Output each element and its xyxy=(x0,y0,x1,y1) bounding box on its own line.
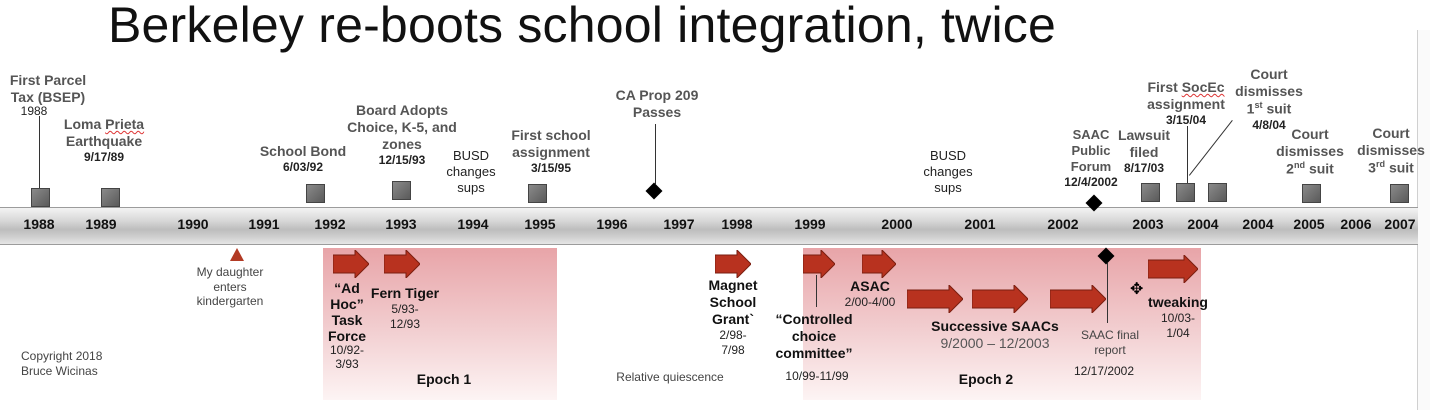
event-marker xyxy=(1176,183,1195,202)
year-label: 1989 xyxy=(85,216,117,232)
successive-saacs: Successive SAACs 9/2000 – 12/2003 xyxy=(931,318,1059,352)
fern-tiger: Fern Tiger 5/93- 12/93 xyxy=(370,285,440,331)
year-label: 1999 xyxy=(794,216,826,232)
event-school-bond: School Bond 6/03/92 xyxy=(259,143,347,175)
quiescence-label: Relative quiescence xyxy=(616,370,724,384)
tweaking: tweaking 10/03- 1/04 xyxy=(1148,294,1208,340)
year-label: 1990 xyxy=(177,216,209,232)
event-diamond xyxy=(645,182,663,200)
controlled-choice-committee: “Controlled choice committee” xyxy=(775,311,853,362)
year-label: 2004 xyxy=(1242,216,1274,232)
year-label: 1992 xyxy=(314,216,346,232)
event-first-parcel: First Parcel Tax (BSEP) xyxy=(9,72,87,106)
year-label: 2001 xyxy=(964,216,996,232)
asac: ASAC 2/00-4/00 xyxy=(844,278,896,310)
event-marker xyxy=(1208,183,1227,202)
connector-line xyxy=(655,124,656,184)
connector-line xyxy=(1187,126,1188,184)
arrow-icon xyxy=(972,285,1028,313)
magnet-school-grant: Magnet School Grant` 2/98- 7/98 xyxy=(708,277,758,357)
event-busd-sups-1: BUSD changes sups xyxy=(446,148,496,195)
year-label: 1997 xyxy=(663,216,695,232)
event-lawsuit: Lawsuit filed 8/17/03 xyxy=(1117,127,1171,176)
event-date: 1988 xyxy=(20,104,48,118)
year-label: 1993 xyxy=(385,216,417,232)
arrow-icon xyxy=(1148,255,1198,283)
year-label: 1991 xyxy=(248,216,280,232)
year-label: 1994 xyxy=(457,216,489,232)
event-court-2: Court dismisses 2nd suit xyxy=(1276,126,1344,177)
event-marker xyxy=(31,188,50,207)
year-label: 2003 xyxy=(1132,216,1164,232)
arrow-icon xyxy=(907,285,963,313)
year-label: 1988 xyxy=(23,216,55,232)
copyright: Copyright 2018 Bruce Wicinas xyxy=(21,349,103,378)
year-label: 2007 xyxy=(1384,216,1416,232)
timeline-bar xyxy=(0,207,1418,245)
arrow-icon xyxy=(862,250,896,278)
year-label: 2002 xyxy=(1047,216,1079,232)
move-cursor-icon: ✥ xyxy=(1130,281,1144,298)
event-first-school: First school assignment 3/15/95 xyxy=(511,127,591,176)
year-label: 2006 xyxy=(1340,216,1372,232)
event-marker xyxy=(528,184,547,203)
event-court-3: Court dismisses 3rd suit xyxy=(1357,125,1425,176)
connector-line xyxy=(1107,263,1108,323)
event-marker xyxy=(1390,184,1409,203)
event-marker xyxy=(1302,184,1321,203)
epoch-1-label: Epoch 1 xyxy=(416,371,472,387)
daughter-marker-icon xyxy=(230,248,244,261)
scrollbar[interactable] xyxy=(1417,30,1430,410)
year-label: 1995 xyxy=(524,216,556,232)
connector-line xyxy=(816,275,817,307)
daughter-note: My daughter enters kindergarten xyxy=(196,265,264,309)
arrow-icon xyxy=(715,250,751,278)
event-marker xyxy=(392,181,411,200)
event-board-adopts: Board Adopts Choice, K-5, and zones 12/1… xyxy=(347,102,457,168)
saac-final-report: SAAC final report xyxy=(1080,328,1140,357)
connector-line xyxy=(39,116,40,190)
connector-line xyxy=(1188,120,1233,176)
adhoc-task-force: “Ad Hoc” Task Force 10/92- 3/93 xyxy=(327,280,367,372)
epoch-2-label: Epoch 2 xyxy=(958,371,1014,387)
event-first-socec: First SocEc assignment 3/15/04 xyxy=(1147,79,1225,128)
year-label: 2000 xyxy=(881,216,913,232)
event-saac-forum: SAAC Public Forum 12/4/2002 xyxy=(1064,127,1118,189)
arrow-icon xyxy=(1050,285,1106,313)
event-court-1: Court dismisses 1st suit 4/8/04 xyxy=(1235,66,1303,132)
epoch-1-band xyxy=(323,248,557,400)
event-marker xyxy=(1141,183,1160,202)
event-prop-209: CA Prop 209 Passes xyxy=(615,87,699,121)
year-label: 1998 xyxy=(721,216,753,232)
year-label: 2005 xyxy=(1293,216,1325,232)
event-marker xyxy=(101,188,120,207)
saac-final-date: 12/17/2002 xyxy=(1073,364,1135,378)
event-busd-sups-2: BUSD changes sups xyxy=(923,148,973,195)
slide-title: Berkeley re-boots school integration, tw… xyxy=(108,0,1056,53)
event-loma-prieta: Loma Prieta Earthquake 9/17/89 xyxy=(63,116,145,165)
arrow-icon xyxy=(384,250,420,278)
arrow-icon xyxy=(333,250,369,278)
year-label: 1996 xyxy=(596,216,628,232)
event-marker xyxy=(306,184,325,203)
year-label: 2004 xyxy=(1187,216,1219,232)
controlled-date: 10/99-11/99 xyxy=(785,369,849,383)
arrow-icon xyxy=(803,250,835,278)
